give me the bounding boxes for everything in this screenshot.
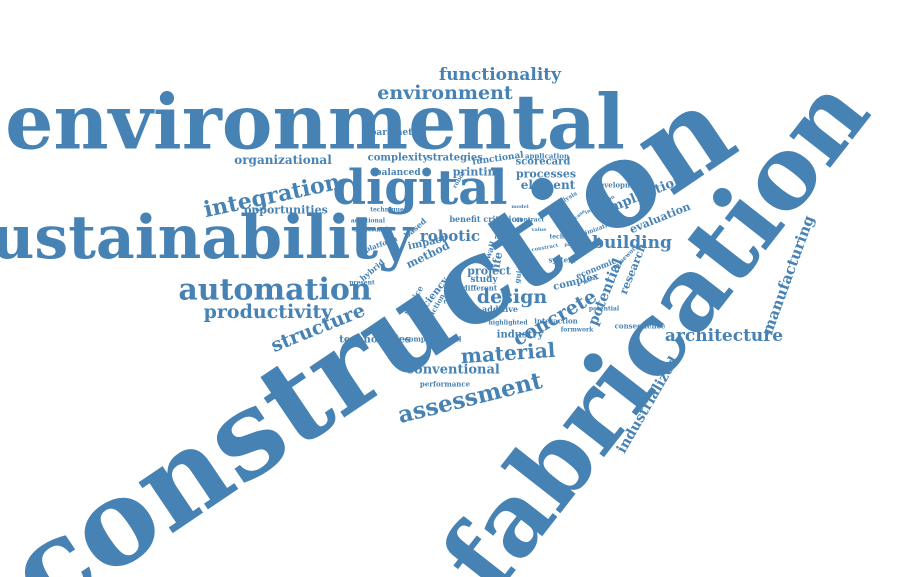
word-potential: potential [589,306,620,313]
word-present: present [349,280,375,287]
word-additive: additive [482,304,518,314]
word-complexity: complexity [368,153,430,164]
word-environment: environment [377,82,513,104]
word-development: development [595,181,646,190]
word-reduce: reduce [443,299,466,306]
word-sustainability: sustainability [0,203,415,273]
word-study: study [470,275,498,285]
word-criterion: criterion [483,214,523,224]
word-application: application [525,152,569,161]
word-life: life [489,251,505,273]
word-value: value [531,227,547,233]
word-robotic: robotic [420,227,480,245]
word-quality: quality [550,207,570,213]
word-productivity: productivity [204,301,334,323]
word-system: system [548,256,576,265]
word-parametric: parametric [370,128,426,138]
word-technical: technical [549,234,581,241]
word-performance: performance [420,380,471,389]
word-environmental: environmental [5,78,625,167]
word-building: building [592,233,672,253]
word-computational: computational [405,335,462,344]
word-technologies: technologies [339,335,411,346]
word-construct: construct [531,243,559,254]
word-additional: additional [351,218,386,225]
word-technique: technique [370,207,404,214]
word-functionality: functionality [439,65,562,85]
word-organizational: organizational [234,153,332,167]
word-strategies: strategies [427,153,483,164]
word-opportunities: opportunities [244,204,328,217]
word-architecture: architecture [665,326,783,346]
word-benefit: benefit [449,214,480,224]
word-automation: automation [178,273,372,308]
word-model: model [511,204,528,210]
word-contract: contract [516,217,544,224]
word-conventional: conventional [406,363,500,378]
word-structural: structural [354,227,389,234]
word-highlighted: highlighted [488,320,528,327]
word-digital: digital [332,160,507,216]
word-scorecard: scorecard [516,157,571,168]
word-process: process [564,242,586,248]
word-project: project [467,265,512,278]
word-different: different [463,284,498,293]
word-balanced: balanced [375,168,421,178]
word-tool: tool [495,235,506,241]
word-design: design [477,286,548,308]
word-industry: industry [497,330,545,341]
word-printing: printing [453,166,504,179]
word-processes: processes [516,168,576,181]
word-element: element [521,178,576,192]
word-interaction: interaction [534,317,578,326]
word-formwork: formwork [561,327,594,334]
word-consequence: consequence [615,322,666,331]
